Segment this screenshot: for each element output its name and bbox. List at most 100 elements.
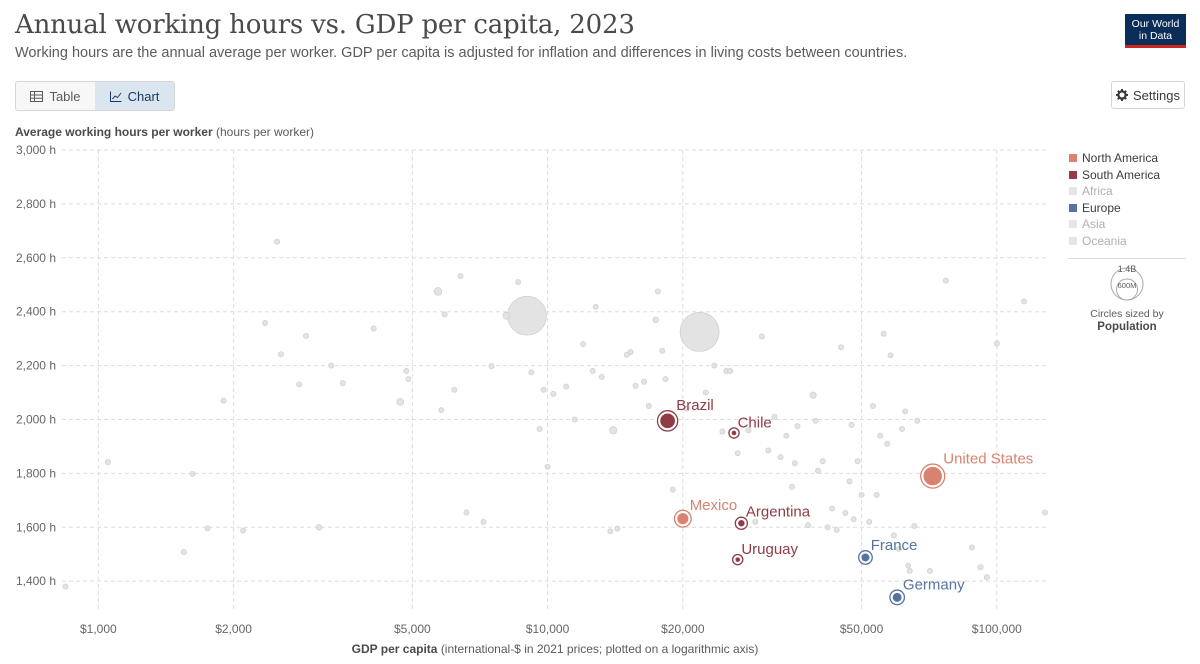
background-point [838, 344, 844, 351]
background-point [848, 421, 855, 428]
background-point [303, 332, 310, 339]
background-point [829, 505, 836, 512]
background-point [614, 525, 621, 532]
legend-item-africa[interactable]: Africa [1069, 183, 1194, 200]
background-point [771, 413, 778, 420]
legend-swatch [1069, 220, 1077, 229]
background-point [683, 405, 690, 412]
legend-item-south-america[interactable]: South America [1069, 167, 1194, 184]
background-point [977, 564, 984, 571]
tab-table-label: Table [49, 88, 81, 104]
background-point [438, 407, 445, 414]
background-point [544, 463, 551, 470]
point-united-states [922, 466, 943, 486]
background-point [895, 545, 902, 552]
background-point [887, 352, 894, 359]
background-point [983, 574, 990, 581]
legend-label: Asia [1082, 217, 1106, 232]
background-point [906, 567, 913, 574]
background-point [902, 408, 909, 415]
size-legend: 1.4B 600M Circles sized by Population [1068, 258, 1186, 334]
background-point [791, 460, 798, 467]
settings-label: Settings [1133, 87, 1180, 103]
background-point [911, 522, 918, 529]
background-point [833, 527, 840, 533]
owid-logo[interactable]: Our World in Data [1125, 14, 1186, 48]
background-point [507, 295, 547, 336]
y-tick-label: 2,400 h [16, 305, 56, 319]
table-icon [30, 90, 44, 102]
background-point [789, 483, 795, 490]
y-tick-label: 2,000 h [16, 412, 56, 426]
background-point [711, 362, 718, 369]
background-point [607, 528, 614, 535]
background-point [679, 312, 720, 352]
tab-table[interactable]: Table [16, 82, 95, 110]
background-point [783, 432, 790, 439]
legend-swatch [1069, 170, 1077, 179]
point-mexico [676, 512, 689, 525]
color-legend: North America South America Africa Europ… [1069, 150, 1194, 249]
legend-item-oceania[interactable]: Oceania [1069, 233, 1194, 250]
tab-chart[interactable]: Chart [95, 82, 174, 110]
background-point [623, 351, 630, 358]
background-point [189, 470, 196, 477]
background-point [719, 428, 726, 435]
size-legend-note: Circles sized by Population [1068, 308, 1186, 334]
background-point [659, 347, 666, 354]
background-point [669, 486, 676, 493]
size-circle-small [1116, 278, 1138, 301]
background-point [580, 341, 587, 347]
background-point [274, 238, 281, 245]
background-point [632, 382, 639, 389]
background-point [702, 389, 709, 396]
background-point [942, 277, 949, 284]
background-point [641, 378, 648, 385]
background-point [727, 368, 734, 374]
logo-line-2: in Data [1138, 30, 1173, 42]
background-point [914, 417, 921, 424]
gear-icon [1116, 89, 1128, 101]
background-point [846, 478, 853, 485]
y-tick-label: 2,800 h [16, 197, 56, 211]
background-point [993, 340, 1000, 347]
legend-item-north-america[interactable]: North America [1069, 150, 1194, 167]
background-point [62, 583, 69, 590]
x-tick-label: $100,000 [972, 622, 1022, 636]
background-point [927, 567, 933, 574]
background-point [204, 525, 211, 532]
size-note-text: Circles sized by [1090, 308, 1164, 320]
background-point [812, 417, 819, 424]
y-tick-label: 2,200 h [16, 359, 56, 373]
settings-button[interactable]: Settings [1111, 81, 1185, 109]
background-point [905, 562, 912, 569]
background-point [589, 368, 596, 374]
page-title: Annual working hours vs. GDP per capita,… [15, 10, 635, 40]
background-point [645, 403, 652, 409]
background-point [880, 330, 887, 337]
x-tick-label: $20,000 [661, 622, 705, 636]
y-axis-title: Average working hours per worker (hours … [15, 125, 314, 139]
point-label-uruguay: Uruguay [741, 541, 798, 558]
background-point [592, 303, 599, 310]
point-germany [892, 592, 903, 603]
background-point [869, 403, 876, 409]
x-tick-label: $1,000 [80, 622, 117, 636]
background-point [968, 544, 975, 551]
background-point [598, 373, 605, 380]
point-uruguay [734, 556, 741, 563]
background-point [396, 398, 405, 406]
legend-item-asia[interactable]: Asia [1069, 216, 1194, 233]
background-point [734, 450, 741, 457]
size-note-variable: Population [1097, 321, 1157, 333]
legend-swatch [1069, 203, 1077, 212]
background-point [654, 288, 661, 295]
background-point [433, 287, 443, 296]
legend-item-europe[interactable]: Europe [1069, 200, 1194, 217]
background-point [339, 380, 346, 387]
background-point [180, 549, 187, 556]
x-tick-label: $10,000 [526, 622, 570, 636]
y-tick-label: 3,000 h [16, 143, 56, 157]
background-point [1021, 298, 1028, 305]
background-point [1042, 509, 1048, 516]
